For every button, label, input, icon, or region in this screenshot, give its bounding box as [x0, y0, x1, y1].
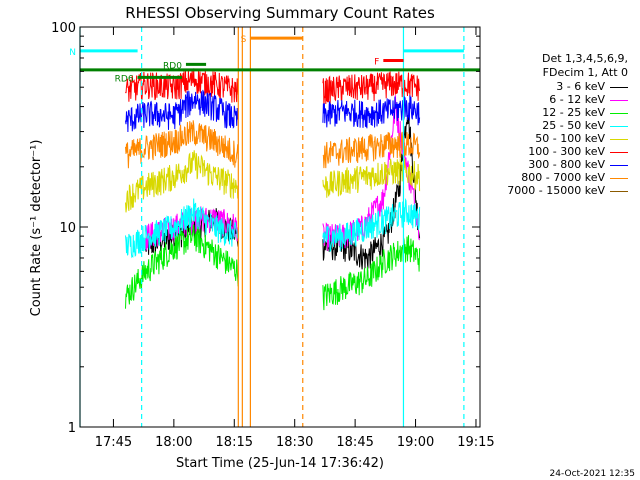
y-tick-label-0: 1 [68, 421, 76, 436]
x-axis-label: Start Time (25-Jun-14 17:36:42) [176, 456, 384, 471]
legend-swatch [610, 164, 628, 166]
legend-label: 3 - 6 keV [556, 80, 605, 93]
series-line-5-0 [125, 68, 239, 103]
series-line-1-0 [145, 206, 239, 252]
legend-label: 6 - 12 keV [549, 93, 605, 106]
x-tick-label-5: 19:00 [397, 435, 434, 450]
legend-label: 100 - 300 keV [528, 145, 605, 158]
x-tick-label-3: 18:30 [276, 435, 313, 450]
legend-entry-6: 300 - 800 keV [528, 158, 628, 171]
y-axis-label: Count Rate (s⁻¹ detector⁻¹) [29, 140, 44, 317]
x-tick-label-1: 18:00 [155, 435, 192, 450]
legend-swatch [610, 138, 628, 140]
series-line-4-0 [125, 150, 239, 213]
legend-swatch [610, 86, 628, 88]
series-line-6-0 [125, 89, 239, 133]
y-tick-label-1: 10 [59, 221, 76, 236]
legend-label: 800 - 7000 keV [521, 171, 605, 184]
x-tick-label-0: 17:45 [95, 435, 132, 450]
plot-frame [79, 26, 481, 428]
legend-header-1: FDecim 1, Att 0 [542, 66, 628, 79]
legend-swatch [610, 151, 628, 153]
legend-entry-8: 7000 - 15000 keV [507, 184, 628, 197]
legend-entry-4: 50 - 100 keV [535, 132, 628, 145]
legend-swatch [610, 125, 628, 127]
x-tick-label-6: 19:15 [457, 435, 494, 450]
legend-label: 50 - 100 keV [535, 132, 605, 145]
legend-swatch [610, 112, 628, 114]
legend-entry-5: 100 - 300 keV [528, 145, 628, 158]
marker-label-0: N [69, 48, 76, 58]
marker-label-2: S [241, 35, 247, 45]
x-tick-label-4: 18:45 [336, 435, 373, 450]
legend-entry-1: 6 - 12 keV [549, 93, 628, 106]
legend-entry-0: 3 - 6 keV [556, 80, 628, 93]
x-tick-label-2: 18:15 [216, 435, 253, 450]
marker-label-3: F [374, 57, 379, 67]
legend-entry-3: 25 - 50 keV [542, 119, 628, 132]
legend-entry-7: 800 - 7000 keV [521, 171, 628, 184]
legend-swatch [610, 99, 628, 101]
legend-label: 7000 - 15000 keV [507, 184, 605, 197]
legend-label: 12 - 25 keV [542, 106, 605, 119]
series-line-6-1 [322, 95, 421, 129]
chart-title: RHESSI Observing Summary Count Rates [125, 4, 435, 22]
series-line-7-0 [125, 120, 239, 169]
marker-label-5: RD6 [115, 74, 134, 84]
legend-label: 300 - 800 keV [528, 158, 605, 171]
y-tick-label-2: 100 [51, 21, 76, 36]
legend-swatch [610, 177, 628, 179]
legend-swatch [610, 190, 628, 192]
marker-label-4: RD0 [163, 61, 182, 71]
legend-entry-2: 12 - 25 keV [542, 106, 628, 119]
legend-header-0: Det 1,3,4,5,6,9, [541, 52, 628, 65]
series-line-3-0 [125, 198, 239, 259]
timestamp-label: 24-Oct-2021 12:35 [550, 469, 635, 479]
series-line-2-0 [125, 224, 239, 309]
legend-label: 25 - 50 keV [542, 119, 605, 132]
series-line-4-1 [322, 158, 421, 198]
